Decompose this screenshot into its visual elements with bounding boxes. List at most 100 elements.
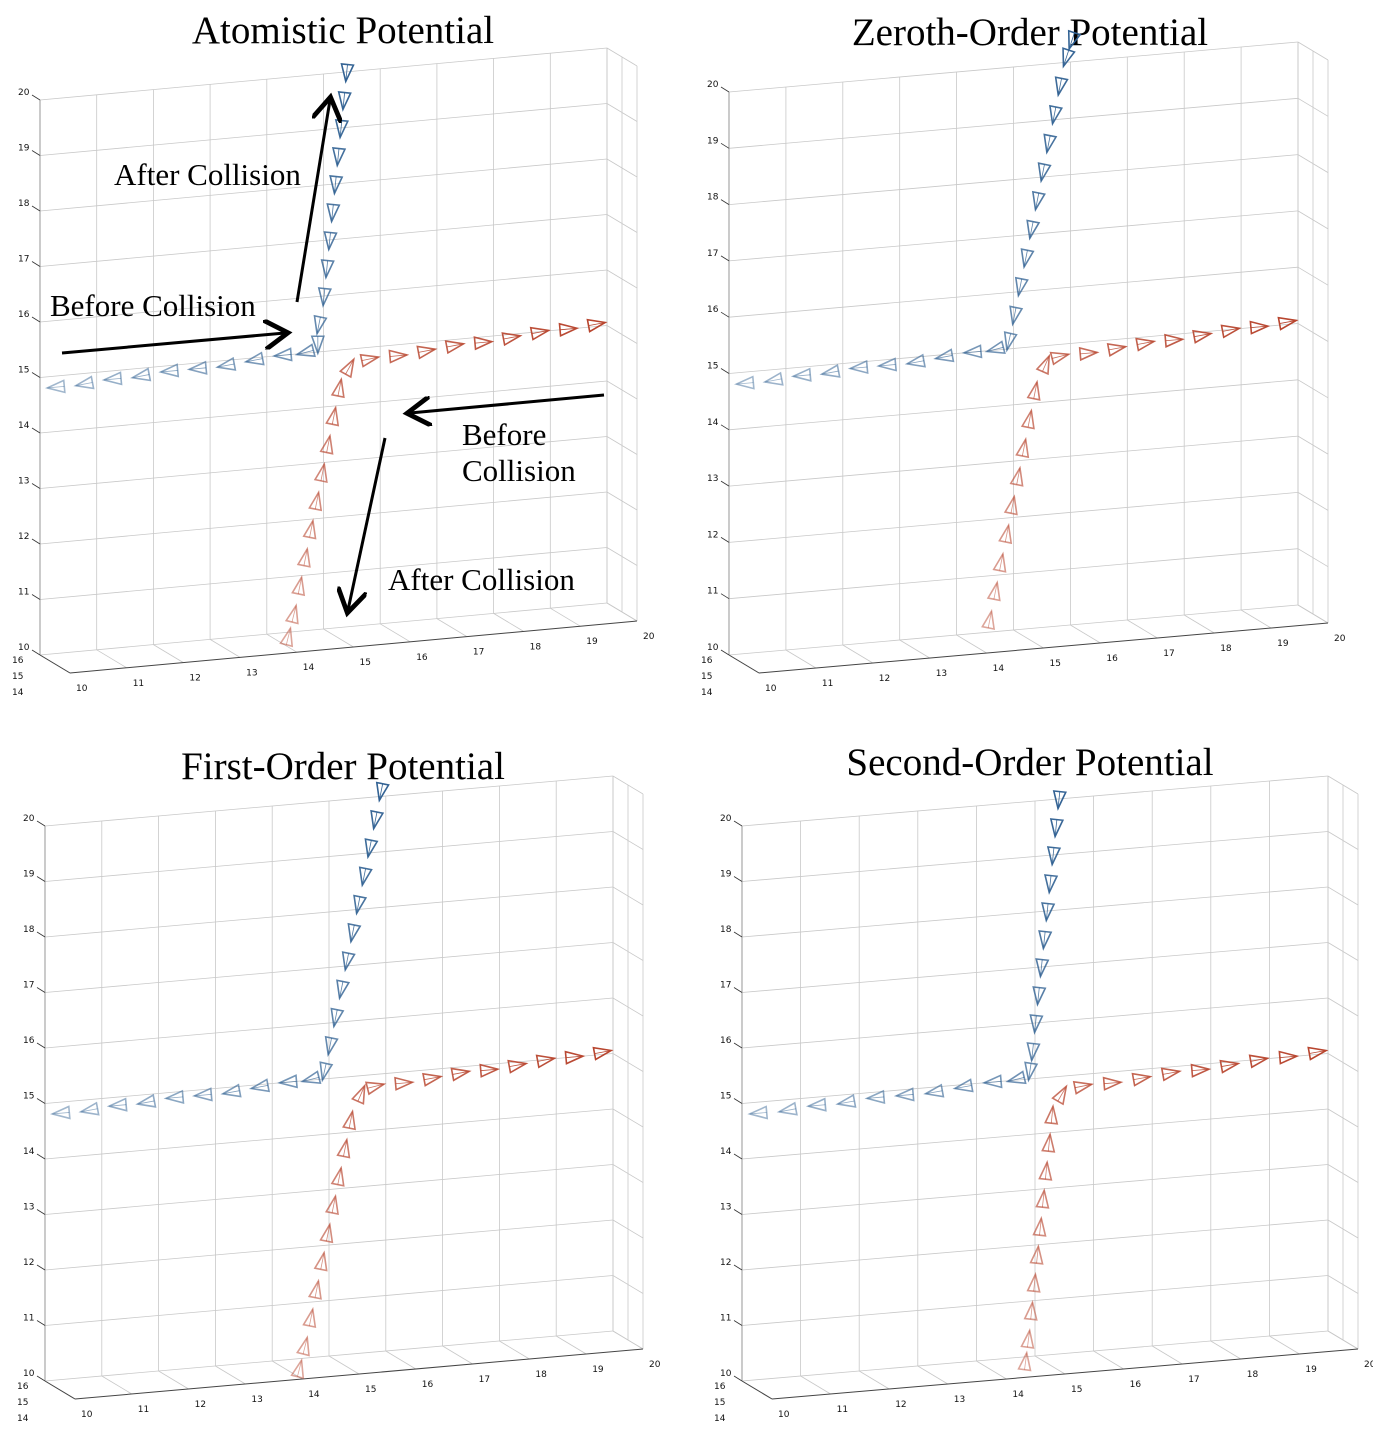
cone-axis [1021,439,1027,457]
cone-axis [1108,346,1126,351]
red-cone-marker [586,318,608,333]
grid-line-z [741,886,1329,938]
z-tick-label: 17 [23,981,34,991]
grid-line-z [39,380,608,434]
cone-axis [344,953,349,971]
blue-cone-marker [876,357,898,372]
chart-title: Zeroth-Order Potential [851,11,1209,54]
z-tick-mark [720,255,730,262]
z-tick-label: 17 [720,981,731,991]
red-cone-marker [324,1193,339,1216]
red-cone-marker [1049,351,1071,366]
blue-cone-marker [893,1087,915,1102]
z-tick-mark [720,311,730,318]
cone-axis [1031,1043,1034,1061]
cone-axis [1250,1057,1268,1062]
cone-axis [1050,1106,1054,1124]
red-cone-marker [1307,1046,1329,1061]
cone-axis [345,359,355,375]
cone-axis [925,1090,943,1095]
cone-axis [1279,320,1297,324]
panel-atomistic: Atomistic Potential 10 11 12 13 14 15 16 17 18 19… [0,0,686,725]
z-tick-mark [720,199,730,205]
grid-line-z [728,210,1299,262]
z-tick-label: 19 [23,870,35,880]
blue-cone-marker [747,1105,769,1120]
cone-axis [47,385,65,389]
z-tick-mark [733,876,743,882]
blue-cone-marker [1049,104,1064,127]
cone-axis [1191,1068,1209,1072]
x-tick-label: 12 [879,674,890,684]
axis-line-y [39,654,71,674]
grid-line-floor [842,644,874,664]
z-tick-label: 18 [23,925,35,935]
grid-line-floor [209,639,241,658]
x-tick-label: 19 [1277,639,1289,649]
cone-axis [309,520,314,538]
cone-axis [1036,1246,1039,1264]
grid-line-floor [271,1360,303,1380]
grid-line-z [39,436,608,489]
cone-axis [314,1280,319,1298]
z-tick-label: 10 [23,1369,35,1379]
z-tick-label: 17 [707,249,718,259]
grid-line-floor [1127,619,1158,639]
axis-line-x [69,620,638,674]
z-tick-mark [31,594,41,600]
blue-cone-marker [762,371,784,386]
cone-axis [1016,467,1021,485]
z-tick-label: 11 [720,1314,731,1324]
z-tick-label: 12 [18,532,29,542]
x-tick-label: 11 [822,679,833,689]
cone-axis [331,407,337,425]
grid-line-z [728,97,1299,149]
z-tick-label: 15 [18,366,29,376]
red-cone-marker [279,625,294,648]
cone-axis [907,360,924,365]
cone-axis [1010,496,1015,514]
cone-axis [296,349,314,355]
cone-axis [1039,1218,1042,1236]
z-tick-mark [31,205,41,212]
axis-line-x [74,1348,644,1400]
cone-axis [297,1360,302,1377]
chart-title: Second-Order Potential [846,741,1214,784]
cone-axis [1047,1134,1051,1152]
cone-axis [297,577,302,594]
cone-axis [316,316,321,334]
grid-line-z [728,154,1299,205]
z-tick-label: 18 [720,925,732,935]
cone-axis [565,1055,583,1059]
cone-axis [303,548,308,566]
grid-line-floor [606,602,638,622]
blue-cone-marker [130,367,152,382]
blue-cone-marker [1014,276,1029,298]
x-tick-label: 12 [189,674,200,684]
z-tick-mark [36,1153,46,1160]
cone-axis [320,1252,325,1270]
x-tick-label: 18 [1220,644,1232,654]
cone-axis [1027,410,1032,428]
x-tick-label: 15 [360,658,371,668]
cone-axis [285,628,291,645]
y-tick-label: 14 [12,688,24,698]
z-tick-label: 18 [707,193,719,203]
cone-axis [1063,50,1070,67]
z-tick-mark [31,372,41,378]
x-tick-label: 18 [1247,1370,1259,1380]
grid-line-floor [1013,629,1044,649]
cone-axis [322,1063,327,1081]
annotation-label: Before Collision [50,288,256,323]
cone-axis [350,924,355,942]
grid-line-floor [555,1335,587,1355]
axis-line-y [728,654,760,674]
x-tick-label: 18 [535,1370,547,1380]
z-tick-mark [36,1320,46,1326]
blue-cone-marker [49,1105,71,1120]
blue-cone-marker [961,344,983,359]
z-tick-mark [733,931,743,938]
red-cone-marker [986,580,1001,602]
z-tick-mark [36,987,46,993]
blue-cone-marker [73,375,95,390]
